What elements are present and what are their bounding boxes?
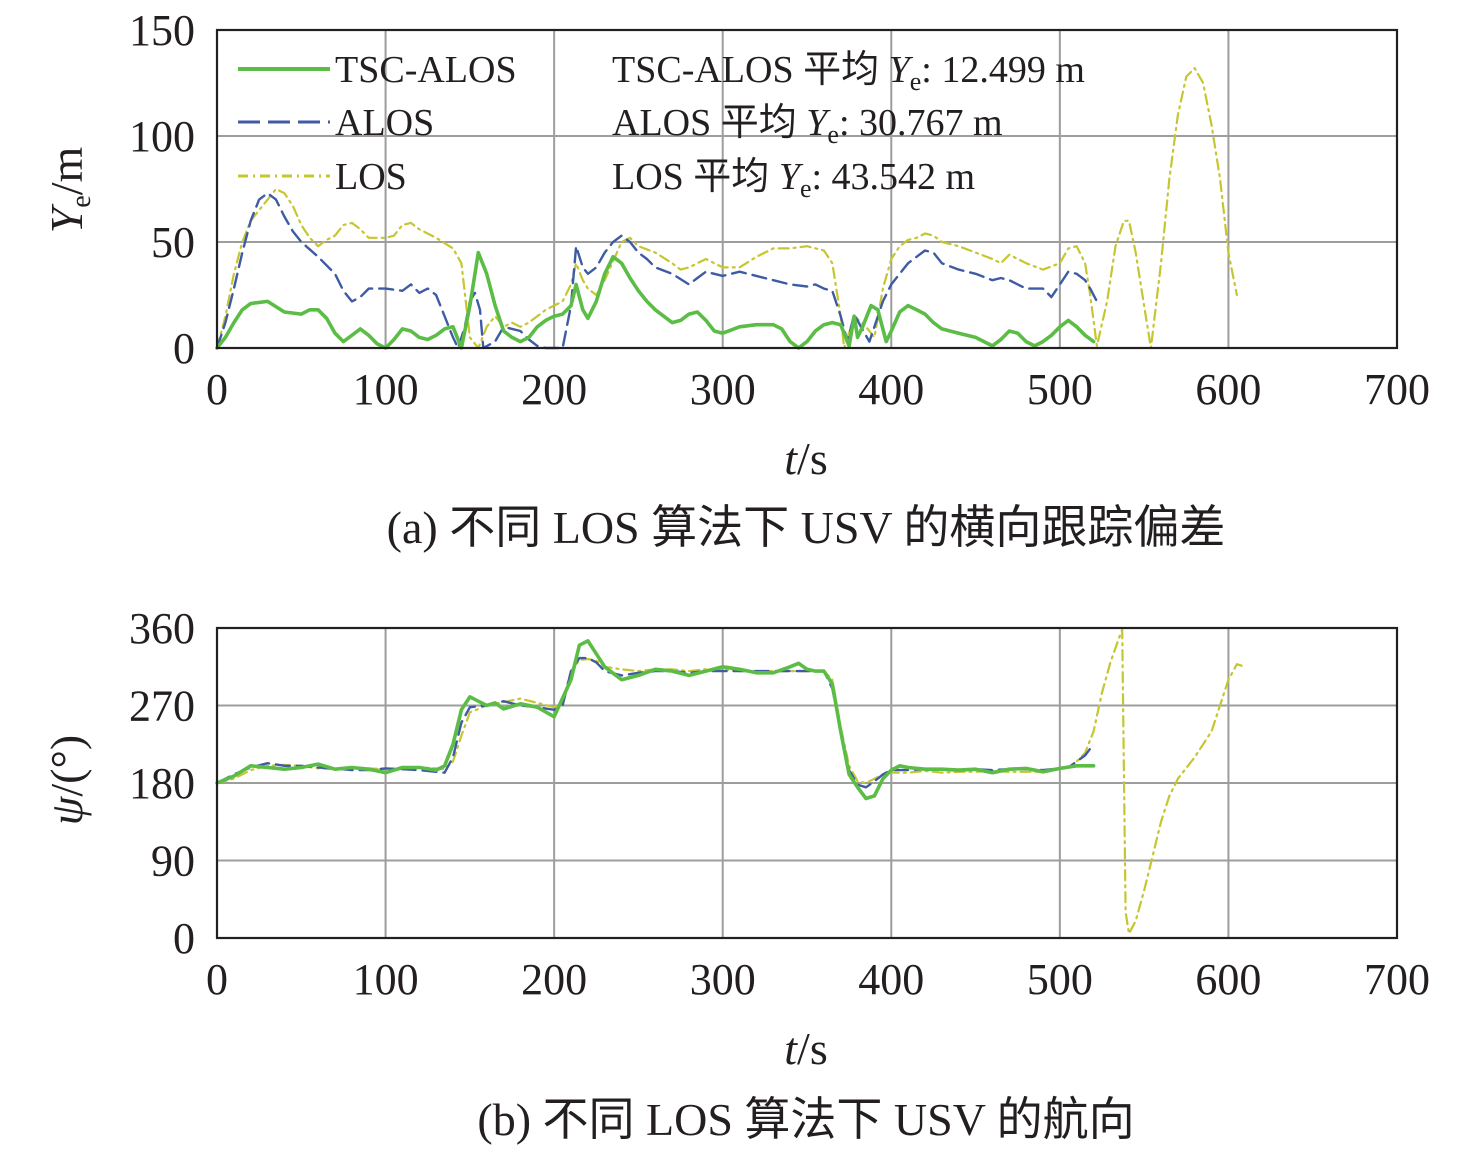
chart-b-x-tick-label: 500: [1027, 955, 1093, 1004]
chart-b-y-axis-title: ψ/(°): [41, 735, 92, 825]
chart-b-y-tick-label: 90: [151, 837, 195, 886]
chart-a-y-ticks: 0 50 100 150: [129, 6, 195, 373]
chart-b-y-tick-label: 0: [173, 914, 195, 963]
chart-a-x-tick-label: 700: [1364, 365, 1430, 414]
annotation-los-mean: LOS 平均 Ye: 43.542 m: [612, 156, 975, 203]
chart-b-y-tick-label: 270: [129, 682, 195, 731]
chart-a-series-line-alos: [215, 192, 1099, 350]
chart-b-x-tick-label: 400: [858, 955, 924, 1004]
chart-a-x-tick-label: 100: [353, 365, 419, 414]
chart-a-y-tick-label: 150: [129, 6, 195, 55]
chart-a-x-ticks: 0 100 200 300 400 500 600 700: [206, 365, 1430, 414]
chart-a-series: [215, 67, 1238, 350]
chart-b-grid: [217, 628, 1397, 938]
chart-a-y-tick-label: 50: [151, 218, 195, 267]
chart-a-grid: [217, 30, 1397, 348]
annotation-alos-mean: ALOS 平均 Ye: 30.767 m: [612, 102, 1003, 149]
chart-b-x-ticks: 0 100 200 300 400 500 600 700: [206, 955, 1430, 1004]
chart-b-series: [215, 628, 1247, 935]
chart-b-heading: 0 100 200 300 400 500 600 700 0 90 180 270 360 ψ/(°…: [41, 604, 1430, 1145]
chart-b-x-tick-label: 0: [206, 955, 228, 1004]
legend-label-alos: ALOS: [335, 102, 434, 144]
chart-a-annotations: TSC-ALOS 平均 Ye: 12.499 m ALOS 平均 Ye: 30.…: [612, 49, 1085, 203]
chart-a-x-tick-label: 500: [1027, 365, 1093, 414]
chart-a-series-line-los: [215, 67, 1238, 350]
chart-b-series-line-tsc-alos: [215, 639, 1096, 801]
chart-a-x-tick-label: 0: [206, 365, 228, 414]
chart-a-x-tick-label: 600: [1195, 365, 1261, 414]
chart-b-x-tick-label: 300: [690, 955, 756, 1004]
chart-a-lateral-error: 0 100 200 300 400 500 600 700 0 50 100 150 TSC-ALO…: [41, 6, 1430, 553]
chart-b-x-tick-label: 700: [1364, 955, 1430, 1004]
chart-a-plot-frame: [215, 28, 1399, 350]
legend-label-tsc-alos: TSC-ALOS: [335, 49, 517, 91]
chart-a-y-tick-label: 0: [173, 324, 195, 373]
chart-a-x-tick-label: 400: [858, 365, 924, 414]
chart-a-x-axis-title: t/s: [784, 433, 827, 484]
chart-b-plot-frame: [215, 626, 1399, 940]
chart-b-caption: (b) 不同 LOS 算法下 USV 的航向: [477, 1094, 1134, 1145]
chart-a-series-line-tsc-alos: [215, 250, 1096, 350]
chart-a-y-tick-label: 100: [129, 112, 195, 161]
chart-b-x-tick-label: 100: [353, 955, 419, 1004]
chart-b-y-tick-label: 180: [129, 759, 195, 808]
chart-a-x-tick-label: 300: [690, 365, 756, 414]
chart-a-legend: TSC-ALOS ALOS LOS: [238, 49, 517, 198]
chart-b-x-tick-label: 600: [1195, 955, 1261, 1004]
chart-b-x-tick-label: 200: [521, 955, 587, 1004]
chart-b-y-ticks: 0 90 180 270 360: [129, 604, 195, 963]
legend-label-los: LOS: [335, 156, 407, 198]
chart-b-y-tick-label: 360: [129, 604, 195, 653]
chart-a-caption: (a) 不同 LOS 算法下 USV 的横向跟踪偏差: [387, 502, 1226, 553]
chart-b-series-line-los: [215, 628, 1247, 935]
chart-a-y-axis-title: Ye/m: [41, 146, 97, 233]
annotation-tsc-alos-mean: TSC-ALOS 平均 Ye: 12.499 m: [612, 49, 1085, 96]
chart-b-x-axis-title: t/s: [784, 1023, 827, 1074]
chart-a-x-tick-label: 200: [521, 365, 587, 414]
